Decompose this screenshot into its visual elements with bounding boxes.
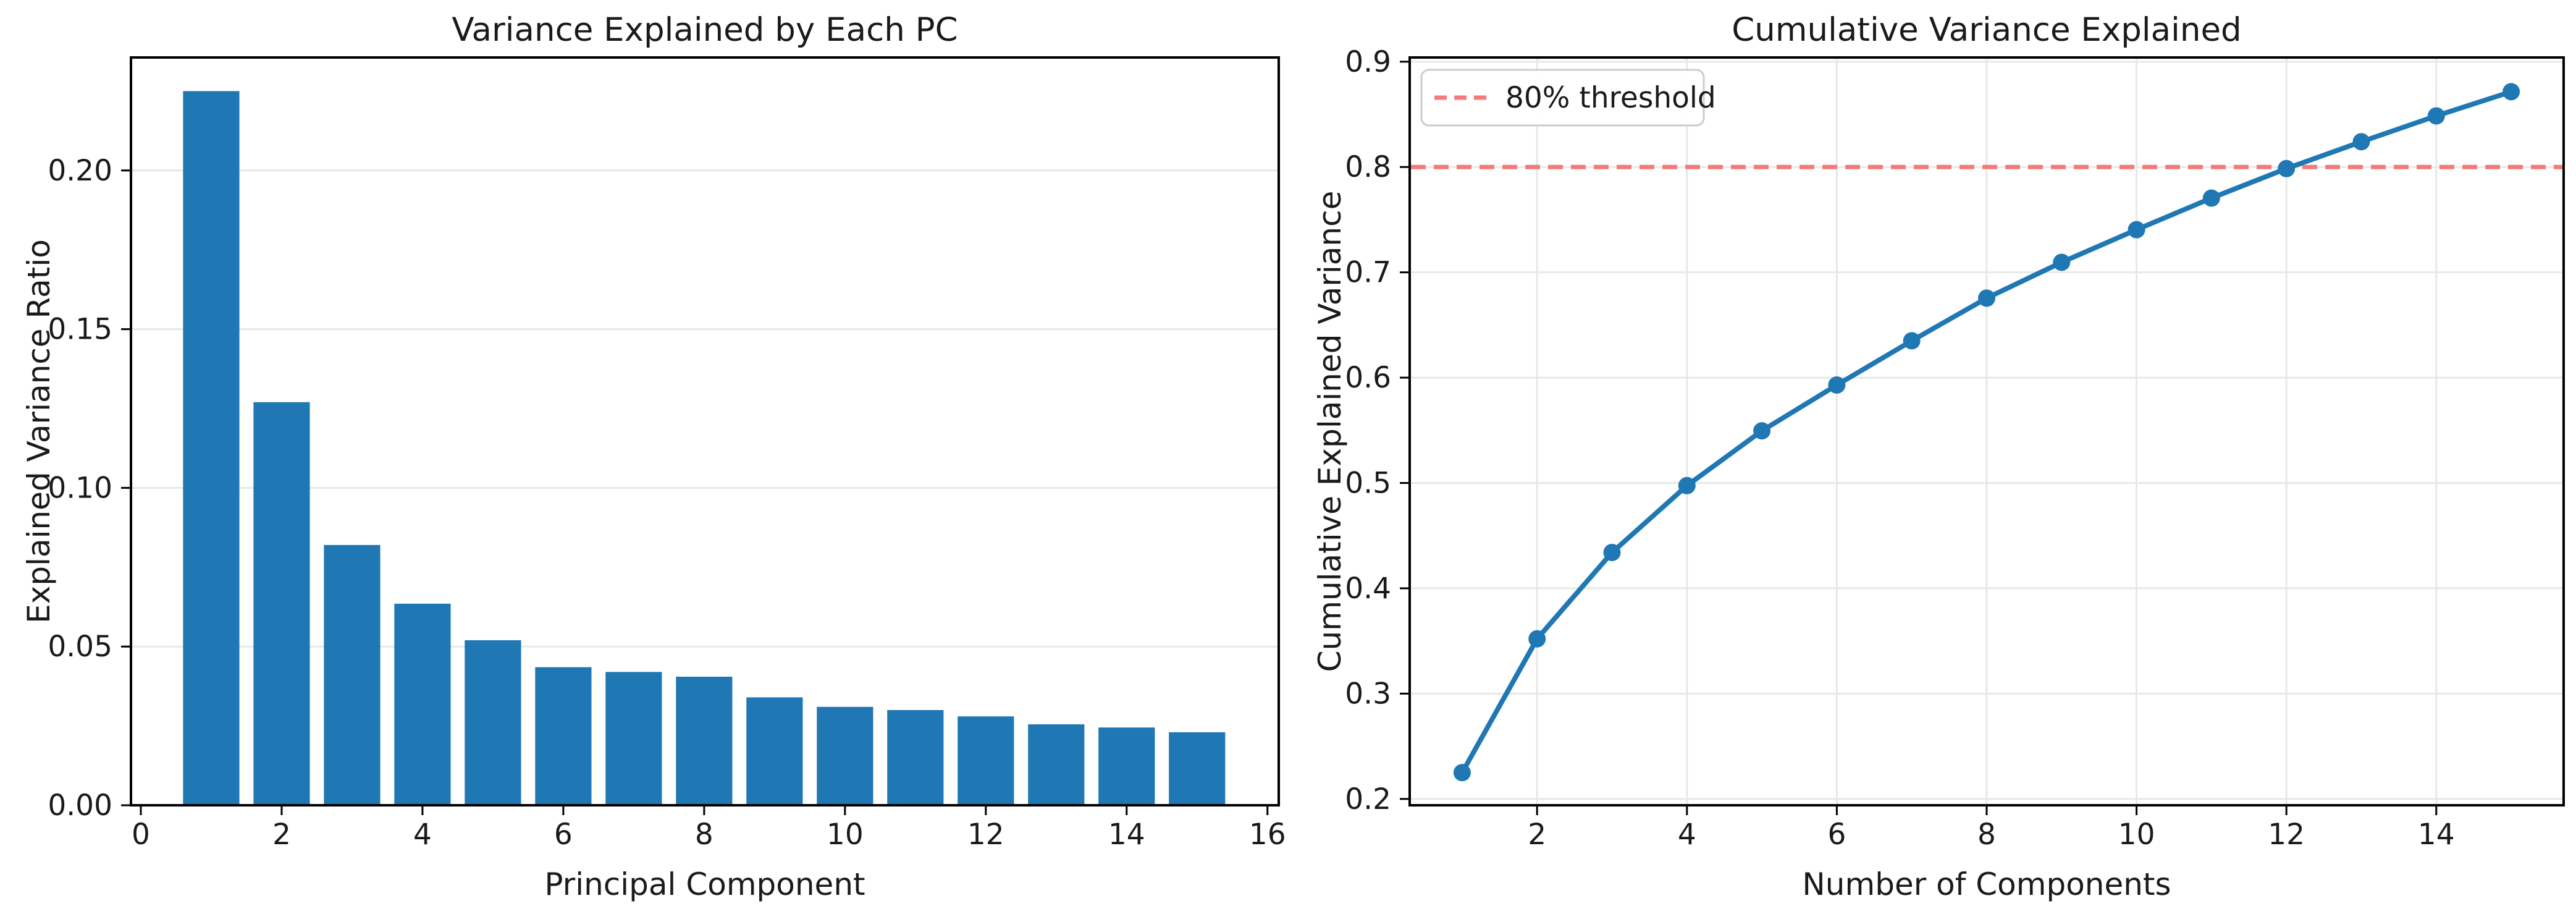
data-point-3 [1603,543,1621,561]
y-tick-label: 0.2 [1345,782,1391,816]
x-tick-label: 16 [1249,818,1286,852]
bar-pc-2 [253,402,310,805]
y-tick-label: 0.20 [48,154,112,188]
y-axis-label: Explained Variance Ratio [21,239,57,624]
y-tick-label: 0.8 [1345,150,1391,184]
data-point-13 [2352,133,2370,151]
gridlines [1410,57,2564,805]
bar-pc-8 [676,676,733,805]
data-point-7 [1903,332,1921,350]
chart-title: Variance Explained by Each PC [452,11,958,49]
y-tick-label: 0.10 [48,471,112,505]
chart-title: Cumulative Variance Explained [1732,11,2241,49]
x-tick-label: 0 [132,818,150,852]
x-tick-label: 8 [695,818,713,852]
x-tick-label: 2 [272,818,291,852]
y-tick-label: 0.4 [1345,572,1391,606]
data-point-11 [2202,189,2220,207]
bar-pc-5 [465,640,521,805]
x-tick-label: 6 [554,818,573,852]
y-tick-label: 0.9 [1345,45,1391,79]
bar-pc-12 [958,716,1014,805]
data-point-15 [2502,83,2520,101]
x-tick-label: 14 [1108,818,1145,852]
x-axis-label: Number of Components [1802,866,2171,902]
y-tick-label: 0.6 [1345,361,1391,395]
data-point-9 [2053,253,2071,271]
x-tick-label: 8 [1977,818,1996,852]
x-tick-label: 6 [1827,818,1846,852]
x-tick-label: 10 [827,818,864,852]
bars [183,91,1226,806]
data-point-6 [1828,376,1846,394]
bar-pc-11 [887,709,944,805]
y-tick-label: 0.3 [1345,677,1391,711]
ticks: 0 2 4 6 8 10 12 14 16 0.00 0.05 0.10 0.15 0.20 [48,154,1286,852]
legend: 80% threshold [1420,69,1716,127]
x-tick-label: 4 [413,818,432,852]
bar-pc-6 [535,667,592,805]
x-tick-label: 2 [1528,818,1546,852]
scree-bar-chart: 0 2 4 6 8 10 12 14 16 0.00 0.05 0.10 0.15 0.20 Varianc… [21,11,1286,902]
data-point-8 [1978,289,1995,307]
y-axis-label: Cumulative Explained Variance [1312,191,1348,672]
data-point-12 [2278,159,2296,177]
cumulative-line-chart: 2 4 6 8 10 12 14 0.2 0.3 0.4 0.5 0.6 0.7 0.8 0.9 Cumula… [1312,11,2565,902]
markers [1453,83,2520,782]
data-point-4 [1678,476,1696,494]
x-tick-label: 10 [2118,818,2155,852]
x-tick-label: 12 [967,818,1004,852]
bar-pc-14 [1098,727,1155,805]
data-point-1 [1453,764,1471,782]
bar-pc-9 [746,697,803,805]
bar-pc-7 [605,672,662,805]
x-tick-label: 4 [1678,818,1696,852]
bar-pc-3 [324,544,381,805]
data-point-10 [2128,221,2145,239]
bar-pc-1 [183,91,240,806]
x-tick-label: 14 [2418,818,2455,852]
x-axis-label: Principal Component [544,866,865,902]
bar-pc-15 [1169,732,1226,805]
data-point-2 [1528,630,1546,648]
y-tick-label: 0.5 [1345,467,1391,501]
ticks: 2 4 6 8 10 12 14 0.2 0.3 0.4 0.5 0.6 0.7 0.8 0.9 [1345,45,2454,852]
data-point-5 [1753,422,1771,440]
legend-label: 80% threshold [1505,81,1716,115]
y-tick-label: 0.7 [1345,256,1391,290]
x-tick-label: 12 [2268,818,2305,852]
bar-pc-10 [817,706,873,805]
bar-pc-4 [394,603,451,805]
y-tick-label: 0.05 [48,630,112,664]
gridlines [131,169,1279,648]
legend-box [1420,69,1705,127]
y-tick-label: 0.00 [48,789,112,823]
y-tick-label: 0.15 [48,313,112,347]
bar-pc-13 [1028,724,1085,805]
data-point-14 [2427,107,2445,125]
